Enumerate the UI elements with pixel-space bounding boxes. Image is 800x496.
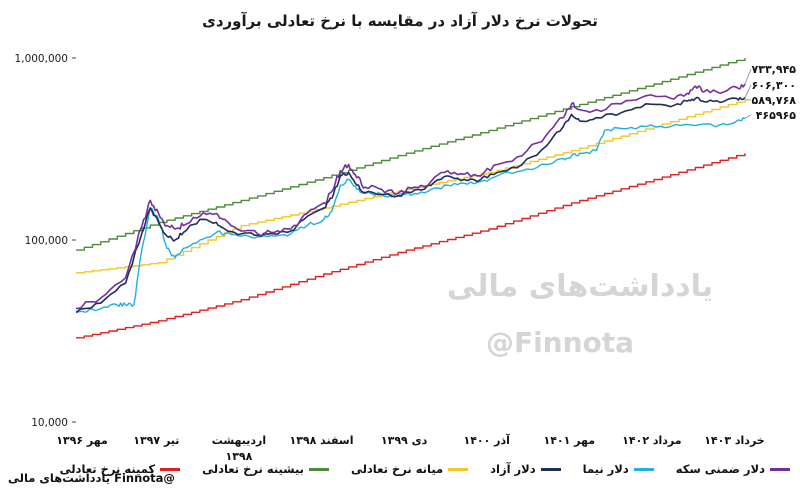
series-line-3 — [76, 58, 746, 251]
x-tick-label: اردیبهشت — [212, 434, 266, 447]
watermark-text: یادداشت‌های مالی — [447, 269, 713, 304]
legend-label: دلار نیما — [582, 462, 629, 476]
legend-item: بیشینه نرخ تعادلی — [202, 462, 329, 476]
legend-item: دلار نیما — [583, 462, 654, 476]
end-label-leader — [744, 114, 752, 119]
watermark-handle: @Finnota — [486, 326, 634, 359]
legend-label: میانه نرخ تعادلی — [350, 462, 444, 476]
legend-swatch — [448, 467, 469, 471]
series-line-2 — [75, 117, 746, 314]
source-credit: یادداشت‌های مالی Finnota@ — [8, 471, 175, 485]
chart-title: تحولات نرخ دلار آزاد در مقایسه با نرخ تع… — [202, 12, 598, 30]
x-tick-label: اسفند ۱۳۹۸ — [289, 434, 353, 447]
series-line-1 — [75, 96, 746, 314]
y-tick-label: 100,000 — [25, 235, 68, 247]
legend-label: دلار آزاد — [490, 462, 536, 476]
legend-item: میانه نرخ تعادلی — [350, 462, 469, 476]
legend-swatch — [633, 467, 654, 471]
series-line-4 — [76, 99, 746, 274]
end-label: ۶۰۶,۳۰۰ — [752, 79, 796, 92]
y-tick-label: 10,000 — [31, 417, 68, 429]
legend-label: بیشینه نرخ تعادلی — [202, 462, 304, 476]
legend-label: دلار ضمنی سکه — [675, 462, 765, 476]
series-line-0 — [75, 83, 746, 310]
end-label-leader — [744, 84, 752, 98]
legend-swatch — [308, 467, 329, 471]
chart-legend: دلار ضمنی سکه دلار نیما دلار آزاد میانه نرخ… — [60, 462, 790, 488]
x-tick-label: تیر ۱۳۹۷ — [133, 434, 179, 447]
legend-item: دلار ضمنی سکه — [676, 462, 790, 476]
x-tick-label: خرداد ۱۴۰۳ — [704, 434, 765, 447]
end-label: ۴۶۵۹۶۵ — [756, 109, 797, 122]
x-tick-label: مهر ۱۳۹۶ — [56, 434, 108, 447]
x-tick-label: مرداد ۱۴۰۲ — [622, 434, 681, 447]
x-tick-label: آذر ۱۴۰۰ — [463, 433, 510, 447]
x-tick-label-year: ۱۳۹۸ — [225, 450, 252, 463]
legend-item: دلار آزاد — [490, 462, 561, 476]
end-label: ۷۳۳,۹۴۵ — [752, 63, 797, 76]
legend-swatch — [770, 467, 790, 471]
y-tick-label: 1,000,000 — [15, 53, 68, 65]
legend-swatch — [540, 467, 561, 471]
end-label: ۵۸۹,۷۶۸ — [752, 94, 797, 107]
legend-label: کمینه نرخ تعادلی — [59, 462, 156, 476]
x-tick-label: مهر ۱۴۰۱ — [543, 434, 595, 447]
end-label-leader — [744, 68, 752, 85]
legend-item: کمینه نرخ تعادلی — [60, 462, 181, 476]
legend-swatch — [160, 467, 181, 471]
x-tick-label: دی ۱۳۹۹ — [381, 434, 428, 447]
series-line-5 — [76, 153, 746, 339]
